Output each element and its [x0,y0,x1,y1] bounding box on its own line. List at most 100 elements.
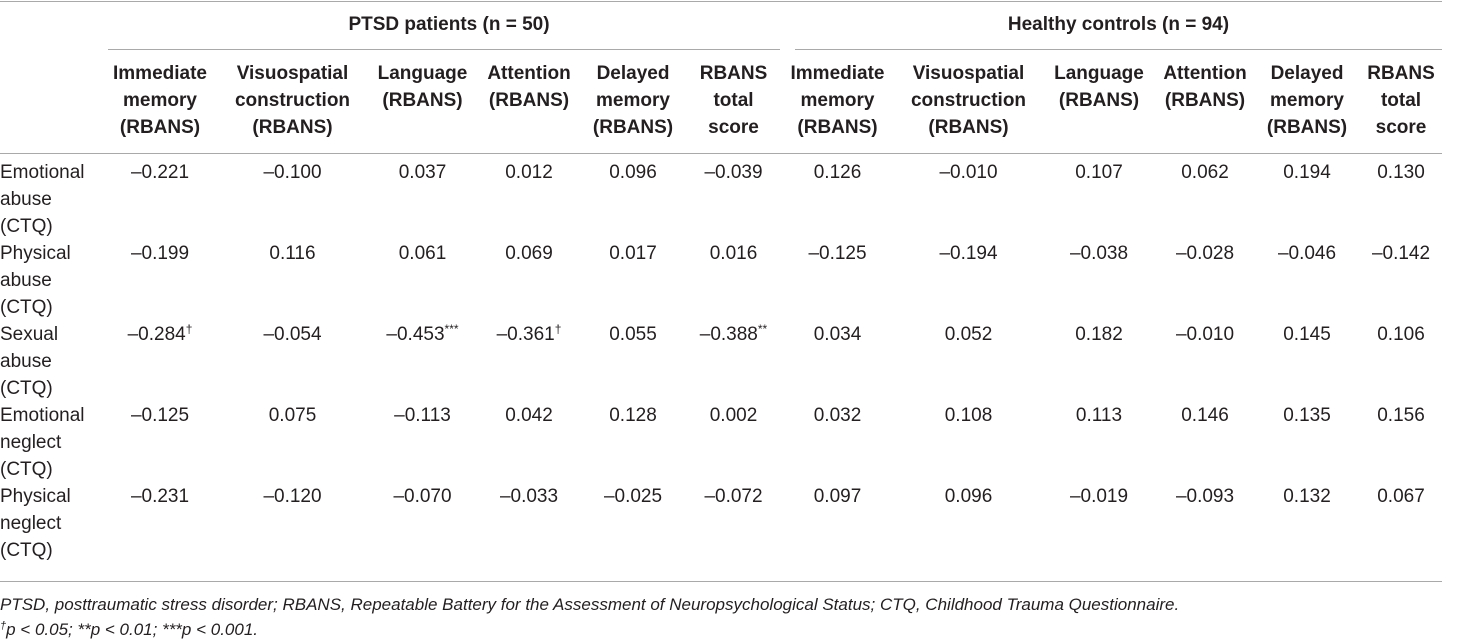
table-cell: 0.096 [895,483,1042,564]
table-cell: 0.052 [895,321,1042,402]
table-cell: –0.019 [1042,483,1156,564]
cell-value: –0.453 [386,324,445,345]
column-header-line: Language [1054,63,1144,84]
column-header-line: (RBANS) [382,90,463,111]
cell-value: 0.075 [268,405,317,426]
cell-value: 0.145 [1283,324,1331,345]
table-cell: –0.125 [101,402,219,483]
cell-value: –0.039 [704,162,763,183]
table-cell: –0.231 [101,483,219,564]
cell-value: –0.070 [393,486,452,507]
table-cell: –0.038 [1042,240,1156,321]
column-header-line: (RBANS) [119,117,201,138]
row-label-line: (CTQ) [0,540,53,561]
table-row: Physical neglect (CTQ) –0.231 –0.120 –0.070 –0… [0,483,1442,564]
row-label-line: Physical [0,243,71,264]
column-header: Language (RBANS) [1042,60,1156,153]
table-cell: –0.361† [479,321,579,402]
correlation-table: Immediate memory (RBANS) Visuospatial constr… [0,60,1442,564]
column-header-line: Attention [487,63,571,84]
column-header-line: construction [910,90,1027,111]
cell-value: –0.033 [499,486,559,507]
cell-value: –0.125 [130,405,190,426]
cell-value: –0.284 [127,324,186,345]
table-cell: 0.145 [1254,321,1360,402]
cell-value: –0.046 [1277,243,1337,264]
cell-value: 0.012 [505,162,553,183]
cell-value: 0.106 [1377,324,1425,345]
cell-value: –0.142 [1371,243,1431,264]
cell-value: 0.107 [1075,162,1123,183]
column-header: RBANS total score [687,60,780,153]
table-cell: 0.017 [579,240,687,321]
column-header-line: Visuospatial [236,63,349,84]
table-cell: 0.037 [366,153,479,240]
row-label-line: Emotional [0,162,85,183]
table-cell: 0.146 [1156,402,1254,483]
table-cell: –0.072 [687,483,780,564]
table-cell: –0.054 [219,321,366,402]
cell-value: 0.135 [1283,405,1331,426]
column-header-line: score [708,117,759,138]
column-header-line: (RBANS) [928,117,1009,138]
table-cell: 0.106 [1360,321,1442,402]
column-header: Attention (RBANS) [479,60,579,153]
column-header-line: Delayed [1270,63,1344,84]
table-body: Emotional abuse (CTQ) –0.221 –0.100 0.037 0.01… [0,153,1442,564]
cell-value: 0.146 [1181,405,1229,426]
column-header-line: memory [123,90,197,111]
cell-value: –0.054 [263,324,322,345]
table-cell: –0.120 [219,483,366,564]
table-cell: –0.046 [1254,240,1360,321]
table-cell: –0.028 [1156,240,1254,321]
cell-value: 0.128 [609,405,657,426]
cell-value: 0.097 [813,486,862,507]
table-cell: –0.010 [1156,321,1254,402]
column-header-line: Immediate [113,63,207,84]
column-header-row: Immediate memory (RBANS) Visuospatial constr… [0,60,1442,153]
table-cell: 0.135 [1254,402,1360,483]
column-header: Delayed memory (RBANS) [1254,60,1360,153]
column-header-line: (RBANS) [797,117,878,138]
table-cell: 0.075 [219,402,366,483]
significance-mark: ** [757,322,768,336]
table-cell: 0.194 [1254,153,1360,240]
table-cell: 0.042 [479,402,579,483]
column-header-line: Attention [1163,63,1247,84]
table-cell: 0.108 [895,402,1042,483]
cell-value: –0.038 [1069,243,1129,264]
table-cell: 0.012 [479,153,579,240]
table-footnotes: PTSD, posttraumatic stress disorder; RBA… [0,592,1179,642]
table-row: Emotional neglect (CTQ) –0.125 0.075 –0.113 0.… [0,402,1442,483]
column-header: Immediate memory (RBANS) [101,60,219,153]
cell-value: 0.069 [505,243,553,264]
cell-value: –0.113 [394,405,451,426]
column-header: RBANS total score [1360,60,1442,153]
row-label-line: abuse [0,270,52,291]
table-cell: 0.096 [579,153,687,240]
table-cell: –0.025 [579,483,687,564]
row-label: Physical abuse (CTQ) [0,240,101,321]
table-cell: 0.034 [780,321,895,402]
cell-value: 0.002 [709,405,758,426]
table-cell: 0.130 [1360,153,1442,240]
column-header-line: Visuospatial [912,63,1025,84]
group-header-controls: Healthy controls (n = 94) [1007,14,1230,35]
column-header-line: (RBANS) [1266,117,1348,138]
table-bottom-rule [0,581,1442,582]
table-cell: –0.453*** [366,321,479,402]
table-cell: 0.132 [1254,483,1360,564]
column-header-line: total [713,90,754,111]
column-header-line: (RBANS) [592,117,674,138]
cell-value: –0.194 [939,243,998,264]
group-rule-controls [795,49,1442,50]
column-header: Immediate memory (RBANS) [780,60,895,153]
row-label-line: neglect [0,513,62,534]
cell-value: 0.052 [944,324,993,345]
cell-value: 0.032 [813,405,862,426]
header-bottom-rule [0,153,1442,154]
cell-value: –0.028 [1175,243,1235,264]
cell-value: –0.120 [263,486,322,507]
row-label-line: abuse [0,189,52,210]
table-cell: 0.069 [479,240,579,321]
